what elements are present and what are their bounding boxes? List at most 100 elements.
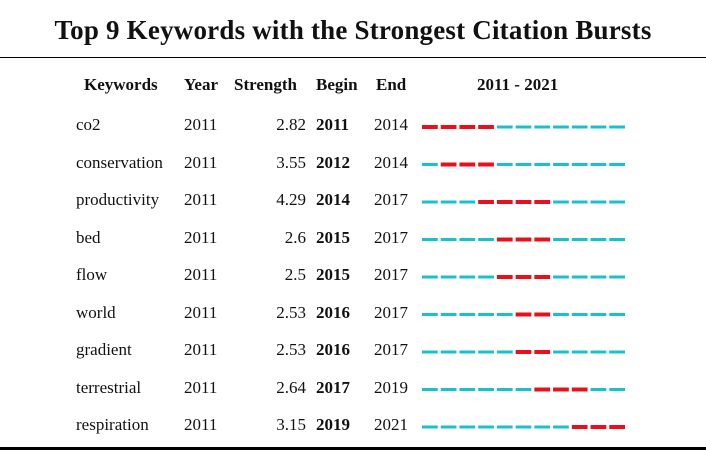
timeline-segment [422,425,438,429]
burst-segment [515,237,532,242]
year-cell: 2011 [184,190,218,209]
keyword-cell: conservation [76,152,163,172]
top-rule [0,57,706,58]
timeline-segment [440,350,457,354]
burst-segment [590,425,607,429]
burst-segment [534,350,551,354]
burst-segment [478,162,494,167]
timeline-segment [496,313,513,316]
timeline-segment [571,200,588,204]
end-cell: 2021 [374,415,408,434]
burst-segment [534,200,551,204]
begin-cell: 2016 [316,340,350,359]
keyword-cell: productivity [76,190,160,209]
burst-segment [515,275,532,279]
header-keywords: Keywords [84,75,158,94]
timeline-segment [422,163,438,166]
timeline-segment [440,275,457,279]
keyword-cell: world [76,302,116,322]
timeline-segment [553,350,569,354]
timeline-segment [459,238,476,241]
timeline-segment [478,238,494,241]
end-cell: 2019 [374,377,408,397]
timeline-segment [590,125,607,129]
timeline-segment [515,388,532,391]
burst-segment [515,312,532,317]
end-cell: 2014 [374,115,408,134]
burst-segment [440,125,457,129]
header-begin: Begin [316,75,358,94]
timeline-segment [422,350,438,354]
year-cell: 2011 [184,415,218,434]
burst-segment [459,125,476,129]
chart-title: Top 9 Keywords with the Strongest Citati… [54,15,652,45]
timeline-segment [571,275,588,279]
keyword-cell: gradient [76,340,132,359]
timeline-segment [459,200,476,204]
timeline-segment [440,238,457,241]
timeline-segment [590,163,607,166]
timeline-segment [609,200,625,204]
timeline-segment [440,313,457,316]
bottom-rule [0,447,706,450]
burst-segment [459,162,476,167]
begin-cell: 2016 [316,302,350,322]
timeline-segment [609,350,625,354]
burst-segment [496,200,513,204]
year-cell: 2011 [184,377,218,397]
timeline-segment [440,388,457,391]
year-cell: 2011 [184,340,218,359]
burst-segment [534,237,551,242]
burst-segment [553,387,569,392]
timeline-segment [609,238,625,241]
timeline-segment [534,425,551,429]
timeline-segment [478,275,494,279]
timeline-segment [609,388,625,391]
timeline-segment [459,275,476,279]
timeline-segment [590,275,607,279]
begin-cell: 2015 [316,227,350,247]
timeline-segment [553,125,569,129]
strength-cell: 3.55 [276,152,306,172]
timeline-segment [571,125,588,129]
burst-segment [478,125,494,129]
timeline-segment [422,313,438,316]
end-cell: 2017 [374,265,408,284]
keyword-cell: terrestrial [76,377,142,397]
keyword-cell: co2 [76,115,101,134]
end-cell: 2017 [374,302,408,322]
burst-segment [534,312,551,317]
timeline-segment [496,163,513,166]
timeline-segment [459,350,476,354]
timeline-segment [515,125,532,129]
burst-segment [571,387,588,392]
timeline-segment [571,163,588,166]
header-range: 2011 - 2021 [477,75,559,94]
burst-segment [534,275,551,279]
strength-cell: 2.6 [284,227,306,247]
end-cell: 2017 [374,340,408,359]
timeline-segment [590,388,607,391]
timeline-segment [496,425,513,429]
timeline-segment [571,313,588,316]
strength-cell: 2.53 [276,302,306,322]
timeline-segment [478,425,494,429]
timeline-segment [440,425,457,429]
timeline-segment [553,425,569,429]
header-year: Year [184,75,218,94]
strength-cell: 2.5 [284,265,306,284]
burst-segment [515,350,532,354]
timeline-segment [609,313,625,316]
timeline-segment [590,200,607,204]
timeline-segment [534,163,551,166]
year-cell: 2011 [184,227,218,247]
strength-cell: 4.29 [276,190,306,209]
timeline-segment [571,238,588,241]
timeline-segment [553,200,569,204]
burst-segment [478,200,494,204]
keyword-cell: flow [76,265,108,284]
timeline-segment [534,125,551,129]
timeline-segment [590,238,607,241]
year-cell: 2011 [184,302,218,322]
begin-cell: 2012 [316,152,350,172]
